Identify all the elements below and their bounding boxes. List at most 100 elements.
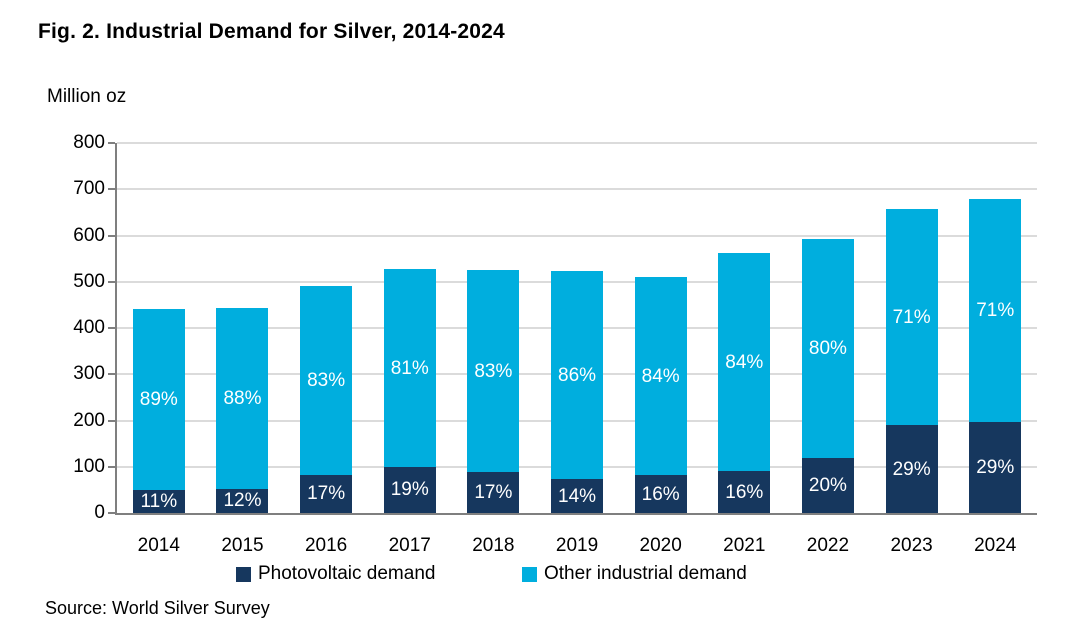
bar-slot-2014: 11% 89% bbox=[117, 143, 201, 513]
y-tick-500 bbox=[108, 280, 115, 283]
stacked-bar-2020: 16% 84% bbox=[634, 277, 687, 513]
stacked-bar-2022: 20% 80% bbox=[801, 239, 854, 513]
y-tick-label-800: 800 bbox=[73, 132, 105, 153]
stacked-bar-2021: 16% 84% bbox=[718, 252, 771, 513]
bar-segment-photovoltaic-demand-2016: 17% bbox=[300, 474, 353, 513]
y-tick-label-0: 0 bbox=[94, 502, 105, 523]
bar-segment-photovoltaic-demand-2018: 17% bbox=[467, 471, 520, 513]
bar-segment-other-industrial-demand-2017: 81% bbox=[383, 269, 436, 467]
bar-slot-2021: 16% 84% bbox=[702, 143, 786, 513]
stacked-bar-2023: 29% 71% bbox=[885, 209, 938, 513]
figure-title: Fig. 2. Industrial Demand for Silver, 20… bbox=[38, 20, 505, 43]
gridline-800 bbox=[117, 142, 1037, 144]
bar-slot-2023: 29% 71% bbox=[870, 143, 954, 513]
x-tick-label-2014: 2014 bbox=[137, 535, 180, 556]
legend-label-other-industrial: Other industrial demand bbox=[544, 563, 747, 584]
gridline-600 bbox=[117, 234, 1037, 237]
segment-percent-label: 88% bbox=[223, 387, 262, 409]
bar-segment-photovoltaic-demand-2014: 11% bbox=[132, 490, 185, 513]
bar-segment-photovoltaic-demand-2020: 16% bbox=[634, 475, 687, 513]
bar-segment-other-industrial-demand-2014: 89% bbox=[132, 309, 185, 491]
legend-swatch-photovoltaic bbox=[236, 566, 251, 582]
bar-segment-other-industrial-demand-2016: 83% bbox=[300, 286, 353, 475]
bar-segment-photovoltaic-demand-2024: 29% bbox=[969, 421, 1022, 513]
bar-slot-2018: 17% 83% bbox=[452, 143, 536, 513]
bar-segment-other-industrial-demand-2022: 80% bbox=[801, 239, 854, 459]
stacked-bar-2016: 17% 83% bbox=[300, 286, 353, 513]
bar-segment-other-industrial-demand-2023: 71% bbox=[885, 209, 938, 426]
y-tick-label-700: 700 bbox=[73, 178, 105, 200]
legend-item-photovoltaic: Photovoltaic demand bbox=[236, 563, 435, 585]
bar-slot-2017: 19% 81% bbox=[368, 143, 452, 513]
stacked-bar-2019: 14% 86% bbox=[551, 271, 604, 513]
bar-slot-2015: 12% 88% bbox=[201, 143, 285, 513]
legend-swatch-other-industrial bbox=[522, 566, 537, 582]
y-axis-line bbox=[115, 143, 117, 515]
bar-slot-2020: 16% 84% bbox=[619, 143, 703, 513]
x-tick-label-2016: 2016 bbox=[304, 535, 348, 556]
segment-percent-label: 11% bbox=[140, 491, 178, 513]
y-tick-100 bbox=[108, 465, 115, 468]
bar-series: 11% 89% 12% 88% 17% 83% 19% 81% 17% 83% 14% 86% 16% 8… bbox=[117, 143, 1037, 513]
x-tick-label-2022: 2022 bbox=[806, 535, 850, 556]
bar-segment-other-industrial-demand-2020: 84% bbox=[634, 277, 687, 476]
bar-segment-photovoltaic-demand-2015: 12% bbox=[216, 488, 269, 513]
bar-segment-photovoltaic-demand-2023: 29% bbox=[885, 425, 938, 513]
y-tick-800 bbox=[108, 142, 115, 144]
x-tick-label-2021: 2021 bbox=[723, 535, 766, 556]
segment-percent-label: 84% bbox=[641, 365, 680, 387]
bar-segment-other-industrial-demand-2019: 86% bbox=[551, 271, 604, 480]
segment-percent-label: 71% bbox=[976, 299, 1015, 321]
stacked-bar-2014: 11% 89% bbox=[132, 309, 185, 513]
y-axis-tick-labels: 0 100 200 300 400 500 600 700 800 bbox=[40, 132, 105, 523]
y-tick-label-100: 100 bbox=[73, 455, 105, 477]
x-tick-label-2024: 2024 bbox=[974, 535, 1017, 556]
bar-segment-photovoltaic-demand-2019: 14% bbox=[551, 479, 604, 513]
bar-segment-other-industrial-demand-2021: 84% bbox=[718, 252, 771, 472]
segment-percent-label: 17% bbox=[307, 483, 346, 505]
bar-segment-photovoltaic-demand-2017: 19% bbox=[383, 466, 436, 513]
segment-percent-label: 16% bbox=[725, 481, 764, 503]
y-tick-600 bbox=[108, 234, 115, 237]
y-tick-label-200: 200 bbox=[73, 409, 105, 431]
x-tick-label-2023: 2023 bbox=[890, 535, 933, 556]
x-axis-tick-labels: 2014 2015 2016 2017 2018 2019 2020 2021 2022 2023… bbox=[117, 535, 1037, 557]
bar-slot-2019: 14% 86% bbox=[535, 143, 619, 513]
bar-segment-photovoltaic-demand-2021: 16% bbox=[718, 471, 771, 513]
y-tick-300 bbox=[108, 373, 115, 376]
bar-segment-other-industrial-demand-2015: 88% bbox=[216, 308, 269, 489]
gridline-700 bbox=[117, 188, 1037, 191]
segment-percent-label: 16% bbox=[641, 483, 680, 505]
segment-percent-label: 83% bbox=[474, 360, 513, 382]
legend-item-other-industrial: Other industrial demand bbox=[522, 563, 747, 585]
bar-segment-other-industrial-demand-2024: 71% bbox=[969, 198, 1022, 422]
source-note: Source: World Silver Survey bbox=[45, 598, 270, 618]
segment-percent-label: 29% bbox=[892, 458, 931, 480]
segment-percent-label: 83% bbox=[307, 370, 346, 391]
x-tick-label-2018: 2018 bbox=[472, 535, 515, 556]
y-tick-200 bbox=[108, 419, 115, 422]
y-tick-400 bbox=[108, 327, 115, 329]
y-tick-label-600: 600 bbox=[73, 224, 105, 246]
y-tick-label-500: 500 bbox=[73, 270, 105, 292]
segment-percent-label: 12% bbox=[223, 490, 262, 512]
legend-label-photovoltaic: Photovoltaic demand bbox=[258, 563, 436, 584]
bar-slot-2016: 17% 83% bbox=[284, 143, 368, 513]
segment-percent-label: 84% bbox=[725, 351, 764, 373]
x-tick-label-2015: 2015 bbox=[221, 535, 264, 556]
stacked-bar-2024: 29% 71% bbox=[969, 198, 1022, 513]
bar-segment-photovoltaic-demand-2022: 20% bbox=[801, 458, 854, 513]
y-tick-0 bbox=[108, 512, 115, 514]
x-axis-line bbox=[115, 513, 1037, 515]
segment-percent-label: 80% bbox=[808, 338, 847, 360]
segment-percent-label: 19% bbox=[390, 479, 429, 501]
stacked-bar-2017: 19% 81% bbox=[383, 269, 436, 513]
stacked-bar-2015: 12% 88% bbox=[216, 308, 269, 513]
segment-percent-label: 29% bbox=[976, 456, 1015, 478]
x-tick-label-2019: 2019 bbox=[555, 535, 599, 556]
y-axis-title: Million oz bbox=[47, 86, 127, 107]
y-tick-700 bbox=[108, 188, 115, 191]
plot-area: 11% 89% 12% 88% 17% 83% 19% 81% 17% 83% 14% 86% 16% 8… bbox=[108, 142, 1037, 515]
y-tick-label-400: 400 bbox=[73, 317, 105, 338]
